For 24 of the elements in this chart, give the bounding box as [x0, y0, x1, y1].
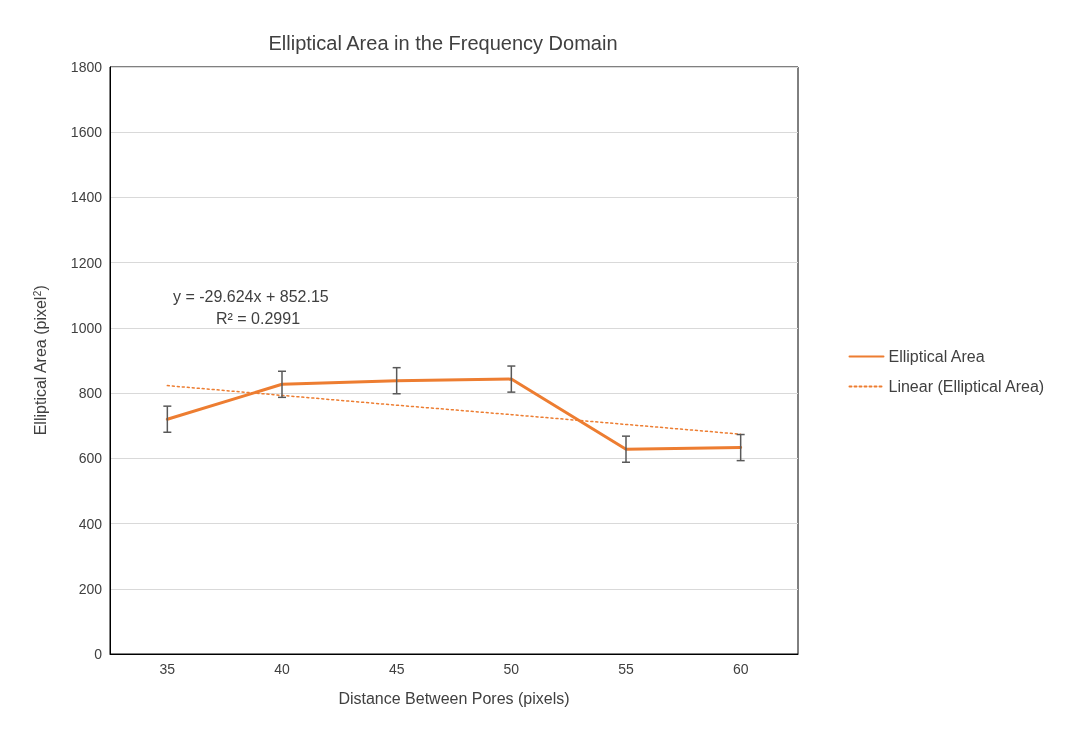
y-tick-label: 1600 [70, 124, 103, 141]
y-tick-label: 600 [78, 450, 103, 467]
x-tick-label: 55 [618, 661, 634, 677]
x-tick-label: 45 [388, 661, 405, 677]
x-tick-label: 40 [274, 661, 290, 677]
y-tick-label: 200 [78, 580, 103, 597]
y-tick-label: 1800 [70, 59, 103, 75]
x-tick-label: 60 [732, 661, 749, 677]
x-tick-label: 50 [503, 661, 520, 677]
y-axis-title: Elliptical Area (pixel2) [31, 285, 49, 436]
y-tick-label: 800 [78, 385, 103, 402]
x-axis-title: Distance Between Pores (pixels) [338, 689, 570, 707]
chart-title: Elliptical Area in the Frequency Domain [268, 32, 618, 54]
y-tick-label: 1000 [70, 319, 103, 336]
legend-label: Linear (Elliptical Area) [888, 378, 1045, 395]
y-tick-label: 0 [94, 646, 103, 662]
annotation: R² = 0.2991 [216, 309, 301, 327]
y-tick-label: 1200 [70, 254, 103, 271]
y-tick-label: 400 [78, 515, 103, 532]
y-tick-label: 1400 [70, 189, 103, 206]
line-series [165, 377, 743, 451]
x-tick-label: 35 [159, 661, 176, 677]
legend-label: Elliptical Area [888, 348, 985, 365]
annotation: y = -29.624x + 852.15 [173, 287, 329, 305]
